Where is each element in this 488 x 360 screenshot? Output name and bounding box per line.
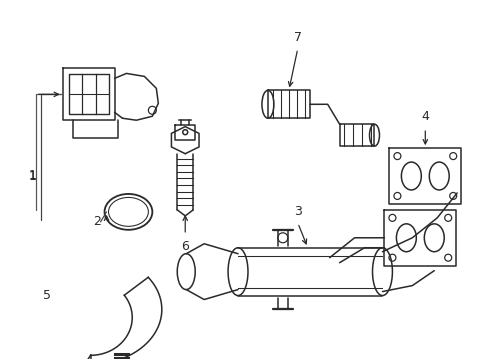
- Text: 7: 7: [293, 31, 301, 44]
- Text: 4: 4: [421, 110, 428, 123]
- Text: 6: 6: [181, 240, 189, 253]
- Text: 3: 3: [293, 205, 301, 218]
- Text: 1: 1: [29, 168, 37, 181]
- Text: 1: 1: [29, 170, 37, 183]
- Text: 5: 5: [42, 289, 51, 302]
- Text: 2: 2: [93, 215, 101, 228]
